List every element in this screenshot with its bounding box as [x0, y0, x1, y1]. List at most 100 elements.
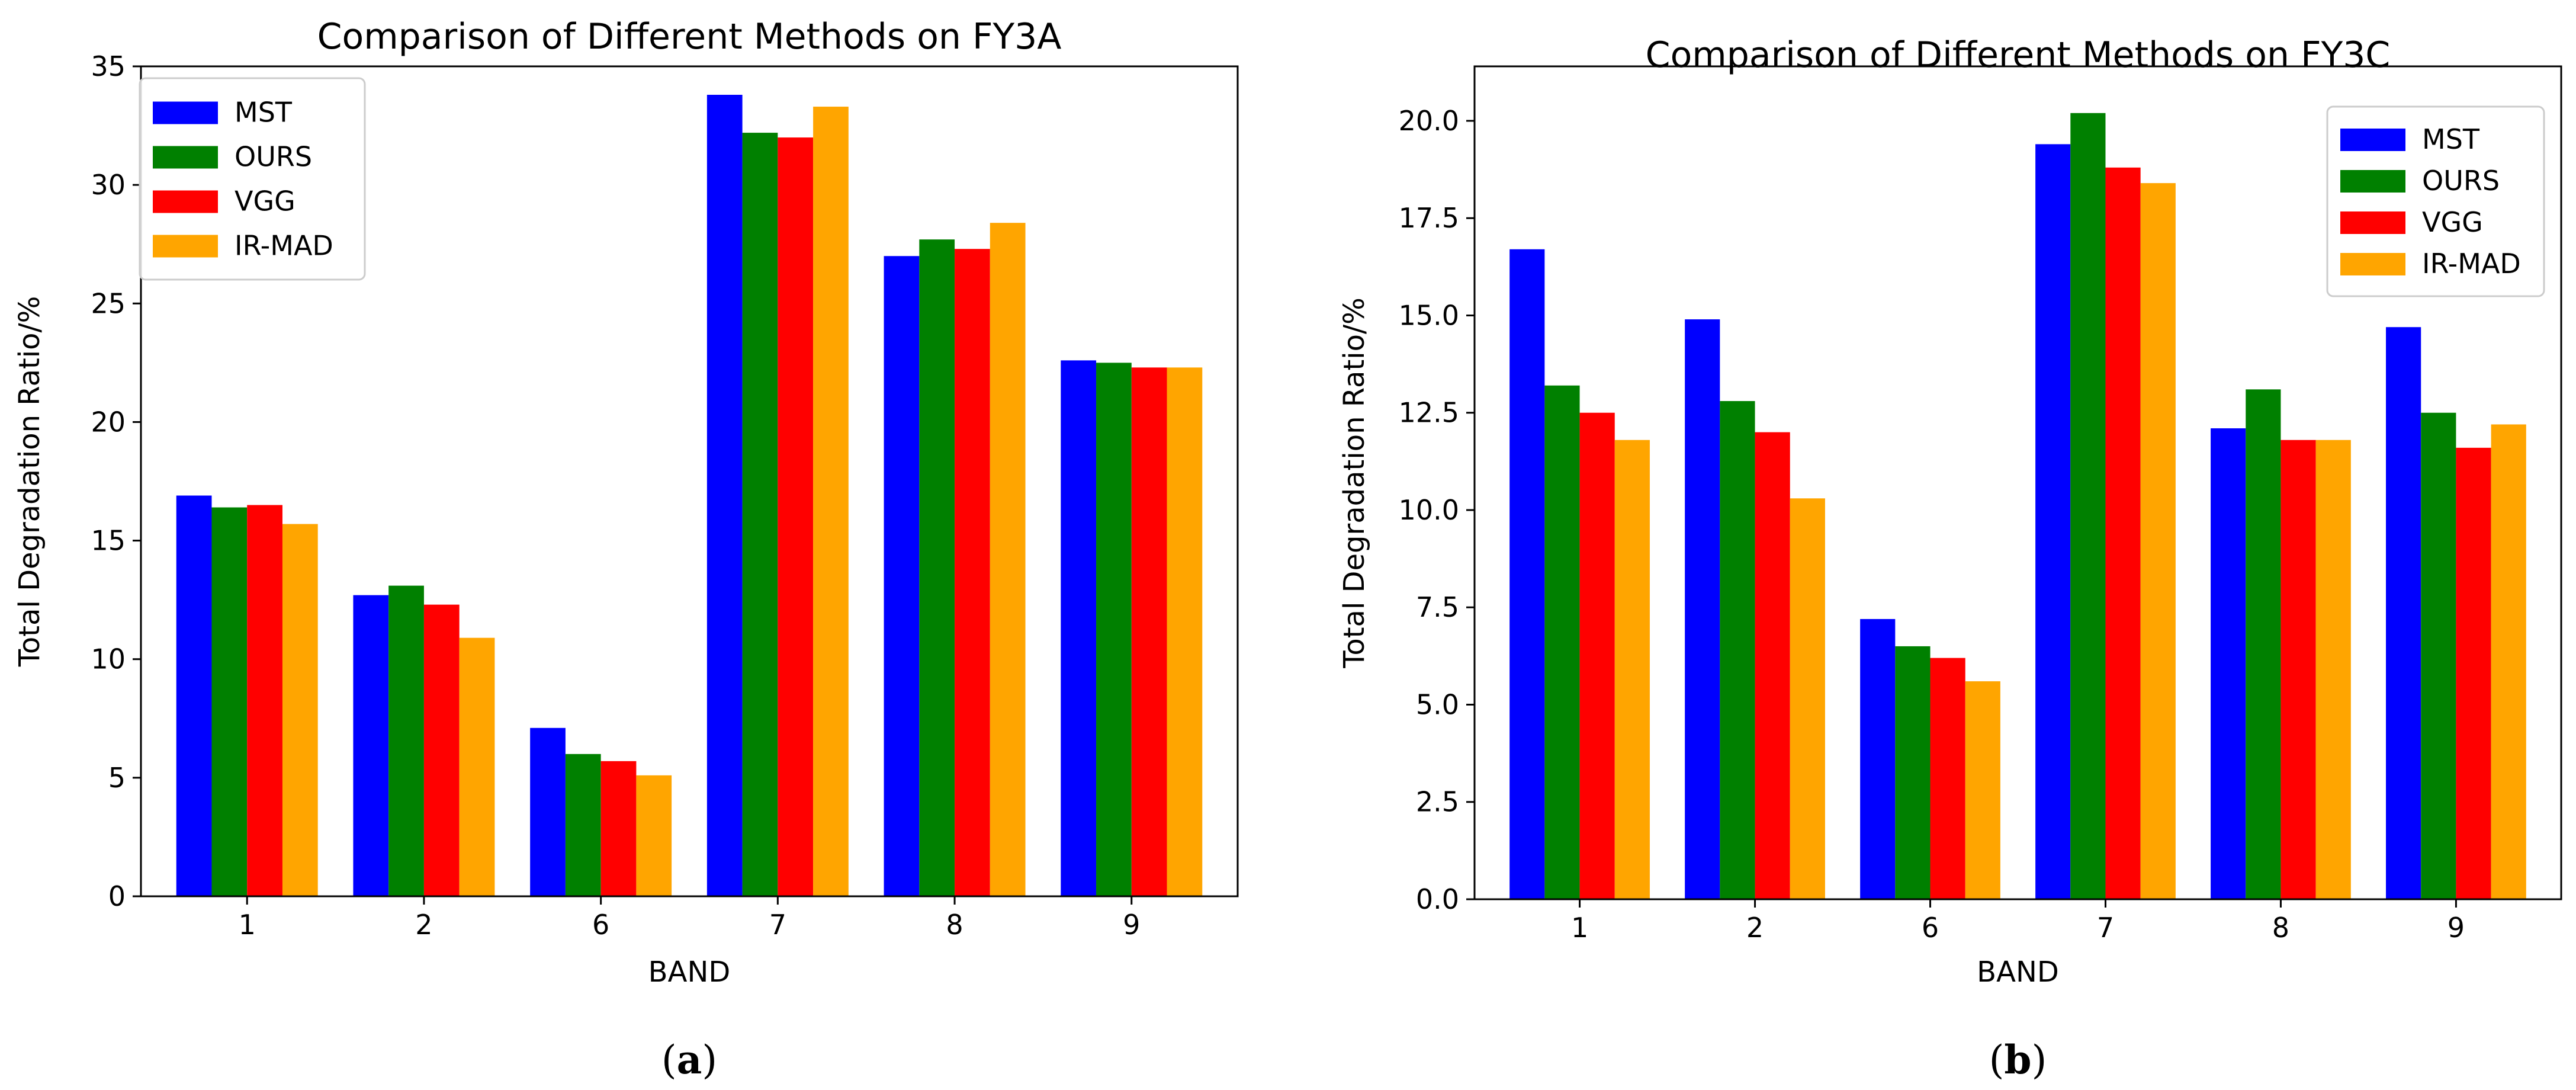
- caption-letter: a: [677, 1037, 702, 1083]
- bar-ours-band-9: [2421, 412, 2456, 899]
- y-tick-label: 5.0: [1416, 688, 1459, 720]
- x-axis-label: BAND: [648, 956, 731, 989]
- legend-label-ir-mad: IR-MAD: [235, 230, 333, 262]
- legend-label-mst: MST: [235, 97, 293, 129]
- legend-label-ir-mad: IR-MAD: [2422, 248, 2521, 280]
- legend: MST OURS VGG IR-MAD: [2326, 105, 2545, 297]
- y-tick-label: 25: [91, 287, 126, 319]
- y-tick-label: 17.5: [1399, 202, 1459, 234]
- legend-swatch-vgg: [153, 190, 218, 213]
- y-tick-label: 20: [91, 406, 126, 438]
- legend-swatch-ours: [2340, 170, 2405, 193]
- subfigure-caption: (b): [1989, 1037, 2047, 1083]
- y-tick-label: 10.0: [1399, 494, 1459, 526]
- bar-vgg-band-7: [778, 137, 814, 897]
- y-tick-label: 10: [91, 643, 126, 675]
- y-axis-label: Total Degradation Ratio/%: [13, 296, 46, 668]
- y-tick-label: 7.5: [1416, 591, 1459, 623]
- y-tick-label: 0.0: [1416, 883, 1459, 915]
- bar-ours-band-1: [1544, 385, 1580, 899]
- caption-open-paren: (: [1989, 1037, 2005, 1083]
- y-tick-label: 5: [108, 762, 126, 794]
- bar-vgg-band-1: [1579, 412, 1615, 899]
- x-tick-label: 1: [1571, 912, 1588, 944]
- legend-swatch-mst: [153, 101, 218, 124]
- bar-vgg-band-2: [1755, 432, 1790, 899]
- y-tick-label: 30: [91, 169, 126, 201]
- bar-mst-band-7: [706, 95, 743, 896]
- bar-ours-band-6: [565, 754, 601, 896]
- y-axis-label: Total Degradation Ratio/%: [1338, 297, 1371, 669]
- bar-vgg-band-8: [955, 249, 990, 897]
- x-tick-label: 1: [239, 909, 256, 941]
- bar-ir-mad-band-1: [1614, 440, 1650, 899]
- x-tick-label: 7: [2097, 912, 2114, 944]
- y-tick-label: 2.5: [1416, 786, 1459, 818]
- y-tick-label: 20.0: [1399, 105, 1459, 137]
- x-tick-label: 2: [1746, 912, 1764, 944]
- bar-ir-mad-band-8: [2315, 440, 2351, 899]
- bar-mst-band-2: [1685, 319, 1720, 899]
- legend-swatch-ir-mad: [153, 235, 218, 258]
- caption-open-paren: (: [661, 1037, 677, 1083]
- bar-mst-band-9: [1061, 360, 1097, 896]
- bar-ours-band-9: [1096, 363, 1132, 896]
- bar-vgg-band-7: [2105, 167, 2141, 899]
- bar-ir-mad-band-9: [2491, 424, 2526, 899]
- bar-mst-band-7: [2035, 144, 2071, 899]
- plot-frame: [1473, 65, 2562, 900]
- legend-label-vgg: VGG: [2422, 206, 2483, 238]
- y-tick-label: 12.5: [1399, 397, 1459, 429]
- bar-ours-band-7: [742, 133, 778, 897]
- legend-label-ours: OURS: [235, 141, 312, 173]
- x-tick-label: 9: [2447, 912, 2465, 944]
- bar-vgg-band-2: [423, 604, 460, 896]
- legend-swatch-vgg: [2340, 211, 2405, 234]
- legend-label-mst: MST: [2422, 123, 2480, 155]
- bar-ir-mad-band-8: [990, 223, 1026, 897]
- bar-ir-mad-band-2: [1790, 498, 1825, 899]
- x-tick-label: 6: [1922, 912, 1939, 944]
- bar-mst-band-2: [353, 595, 389, 896]
- bar-vgg-band-6: [600, 761, 637, 896]
- bar-ours-band-8: [2246, 389, 2281, 899]
- x-tick-label: 8: [2272, 912, 2289, 944]
- chart-fy3c: 0.0 2.5 5.0 7.5 10.0 12.5 15.0 17.5 20.0 1 2 6 7 8 9 Co…: [1338, 34, 2562, 1083]
- bar-mst-band-9: [2386, 327, 2421, 899]
- x-tick-label: 9: [1123, 909, 1140, 941]
- bar-ir-mad-band-9: [1167, 367, 1203, 896]
- chart-title: Comparison of Different Methods on FY3C: [1646, 34, 2391, 76]
- caption-letter: b: [2004, 1037, 2031, 1083]
- bar-vgg-band-8: [2281, 440, 2316, 899]
- y-tick-label: 35: [91, 50, 126, 82]
- subfigure-caption: (a): [661, 1037, 717, 1083]
- chart-fy3a: 0 5 10 15 20 25 30 35 1 2 6 7 8 9 Comparison of Differ…: [13, 16, 1239, 1083]
- bar-ir-mad-band-6: [1965, 681, 2000, 899]
- bar-ours-band-1: [211, 507, 248, 896]
- bar-vgg-band-9: [2456, 447, 2491, 899]
- bar-vgg-band-9: [1131, 367, 1167, 896]
- bar-mst-band-8: [884, 256, 920, 897]
- legend-swatch-ours: [153, 146, 218, 169]
- bar-mst-band-8: [2211, 428, 2246, 899]
- x-tick-label: 8: [946, 909, 963, 941]
- bar-ours-band-7: [2070, 113, 2106, 900]
- bar-ours-band-2: [388, 585, 424, 896]
- bar-mst-band-1: [1509, 249, 1545, 899]
- bar-ir-mad-band-1: [282, 524, 318, 896]
- x-tick-label: 2: [415, 909, 432, 941]
- x-tick-label: 6: [592, 909, 609, 941]
- caption-close-paren: ): [702, 1037, 717, 1083]
- legend-label-vgg: VGG: [235, 185, 295, 217]
- bar-ours-band-2: [1720, 401, 1755, 899]
- plot-frame: [140, 65, 1239, 897]
- legend: MST OURS VGG IR-MAD: [139, 77, 366, 281]
- bar-ir-mad-band-2: [459, 637, 495, 896]
- x-axis-label: BAND: [1977, 956, 2059, 989]
- bar-mst-band-6: [530, 727, 566, 896]
- bars: [1509, 113, 2526, 900]
- bars: [176, 95, 1203, 897]
- caption-close-paren: ): [2032, 1037, 2047, 1083]
- bar-ours-band-8: [919, 239, 955, 897]
